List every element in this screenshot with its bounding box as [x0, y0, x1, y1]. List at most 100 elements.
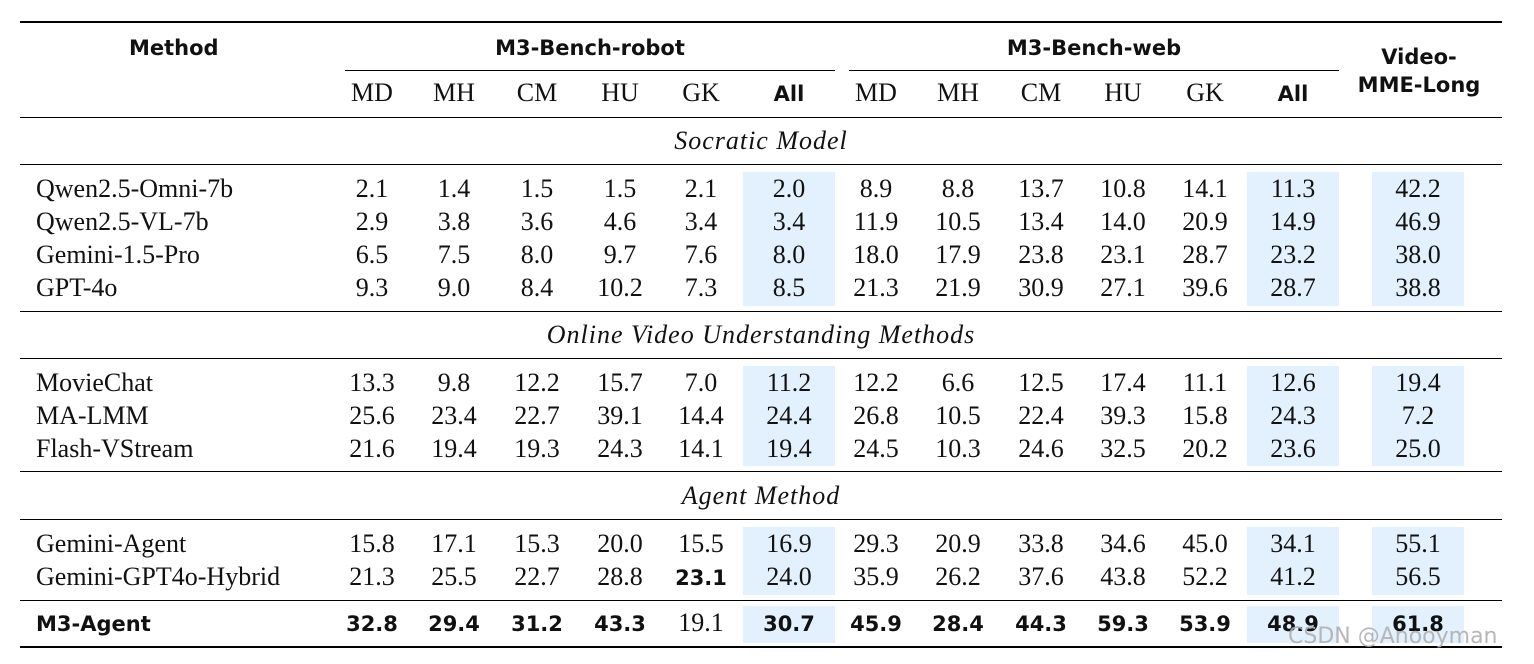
cell-robot-mh: 17.1 [431, 529, 477, 558]
cell-web-mh: 20.9 [935, 529, 981, 558]
cell-web-md: 45.9 [850, 612, 902, 636]
cell-robot-mh: 1.4 [437, 174, 471, 203]
cell-robot-gk: 7.0 [684, 368, 718, 397]
cell-robot-all: 24.4 [766, 401, 812, 430]
cell-robot-mh: 9.0 [437, 273, 471, 302]
row-method-name: Qwen2.5-Omni-7b [36, 174, 234, 203]
cell-video-mme-long: 55.1 [1395, 529, 1441, 558]
cell-web-hu: 10.8 [1100, 174, 1146, 203]
cell-web-mh: 17.9 [935, 240, 981, 269]
cell-web-mh: 10.5 [935, 401, 981, 430]
cell-web-cm: 44.3 [1015, 612, 1067, 636]
highlight-web-all [1247, 172, 1339, 306]
cell-web-all: 12.6 [1270, 368, 1316, 397]
cell-robot-gk: 19.1 [678, 608, 724, 637]
column-header-web-hu: HU [1104, 78, 1142, 107]
cell-web-all: 23.6 [1270, 434, 1316, 463]
cell-robot-all: 8.5 [772, 273, 806, 302]
cell-web-hu: 23.1 [1100, 240, 1146, 269]
highlight-robot-all [743, 172, 835, 306]
row-method-name: Gemini-1.5-Pro [36, 240, 200, 269]
cell-robot-mh: 25.5 [431, 562, 477, 591]
column-header-web-mh: MH [937, 78, 979, 107]
cell-web-mh: 26.2 [935, 562, 981, 591]
cell-web-cm: 23.8 [1018, 240, 1064, 269]
cell-web-mh: 10.3 [935, 434, 981, 463]
cell-web-hu: 59.3 [1097, 612, 1149, 636]
video-group-header: MME-Long [1357, 73, 1481, 97]
cell-web-cm: 13.7 [1018, 174, 1064, 203]
cell-robot-all: 16.9 [766, 529, 812, 558]
cell-robot-mh: 3.8 [437, 207, 471, 236]
cell-web-all: 11.3 [1270, 174, 1316, 203]
cell-web-hu: 43.8 [1100, 562, 1146, 591]
cell-video-mme-long: 25.0 [1395, 434, 1441, 463]
highlight-video [1372, 606, 1464, 643]
cell-robot-all: 3.4 [772, 207, 806, 236]
cell-web-all: 24.3 [1270, 401, 1316, 430]
cell-web-mh: 21.9 [935, 273, 981, 302]
cell-robot-cm: 12.2 [514, 368, 560, 397]
highlight-video [1372, 172, 1464, 306]
cell-robot-all: 2.0 [772, 174, 806, 203]
cell-web-md: 35.9 [853, 562, 899, 591]
cell-web-cm: 30.9 [1018, 273, 1064, 302]
cell-robot-gk: 14.4 [678, 401, 724, 430]
cell-robot-mh: 23.4 [431, 401, 477, 430]
cell-video-mme-long: 7.2 [1401, 401, 1435, 430]
cell-web-cm: 24.6 [1018, 434, 1064, 463]
cell-robot-hu: 4.6 [603, 207, 637, 236]
highlight-robot-all [743, 527, 835, 595]
section-title: Online Video Understanding Methods [546, 320, 976, 349]
cell-robot-md: 2.1 [355, 174, 389, 203]
watermark: CSDN @Anooyman [1288, 624, 1498, 649]
cell-robot-md: 15.8 [349, 529, 395, 558]
cell-robot-gk: 2.1 [684, 174, 718, 203]
cell-robot-cm: 22.7 [514, 401, 560, 430]
column-header-web-md: MD [855, 78, 897, 107]
highlight-web-all [1247, 606, 1339, 643]
cell-web-gk: 28.7 [1182, 240, 1228, 269]
cell-robot-gk: 3.4 [684, 207, 718, 236]
cell-robot-cm: 22.7 [514, 562, 560, 591]
cell-robot-all: 11.2 [766, 368, 812, 397]
cell-robot-mh: 7.5 [437, 240, 471, 269]
section-rule [20, 164, 1502, 165]
cell-video-mme-long: 46.9 [1395, 207, 1441, 236]
cell-web-gk: 20.2 [1182, 434, 1228, 463]
highlight-video [1372, 366, 1464, 466]
cell-robot-cm: 1.5 [520, 174, 554, 203]
cell-robot-gk: 7.6 [684, 240, 718, 269]
column-header-web-gk: GK [1186, 78, 1224, 107]
cell-web-cm: 22.4 [1018, 401, 1064, 430]
method-header: Method [129, 36, 219, 60]
cell-web-all: 41.2 [1270, 562, 1316, 591]
cell-robot-hu: 9.7 [603, 240, 637, 269]
column-header-robot-hu: HU [601, 78, 639, 107]
cell-robot-md: 6.5 [355, 240, 389, 269]
cell-web-all: 34.1 [1270, 529, 1316, 558]
cell-web-all: 14.9 [1270, 207, 1316, 236]
cell-web-gk: 45.0 [1182, 529, 1228, 558]
cell-robot-hu: 15.7 [597, 368, 643, 397]
cell-web-gk: 52.2 [1182, 562, 1228, 591]
cell-robot-hu: 43.3 [594, 612, 646, 636]
cell-web-gk: 53.9 [1179, 612, 1231, 636]
section-rule [20, 471, 1502, 472]
cell-robot-gk: 23.1 [675, 566, 727, 590]
row-method-name: Gemini-GPT4o-Hybrid [36, 562, 281, 591]
row-method-name: Gemini-Agent [36, 529, 187, 558]
cell-video-mme-long: 19.4 [1395, 368, 1441, 397]
cell-web-cm: 13.4 [1018, 207, 1064, 236]
cell-web-md: 29.3 [853, 529, 899, 558]
cell-web-cm: 12.5 [1018, 368, 1064, 397]
cell-robot-mh: 9.8 [437, 368, 471, 397]
cell-web-md: 8.9 [859, 174, 893, 203]
final-rule [20, 600, 1502, 601]
cell-web-md: 12.2 [853, 368, 899, 397]
highlight-video [1372, 527, 1464, 595]
column-header-robot-mh: MH [433, 78, 475, 107]
web-group-rule [849, 70, 1339, 71]
cell-robot-mh: 29.4 [428, 612, 480, 636]
